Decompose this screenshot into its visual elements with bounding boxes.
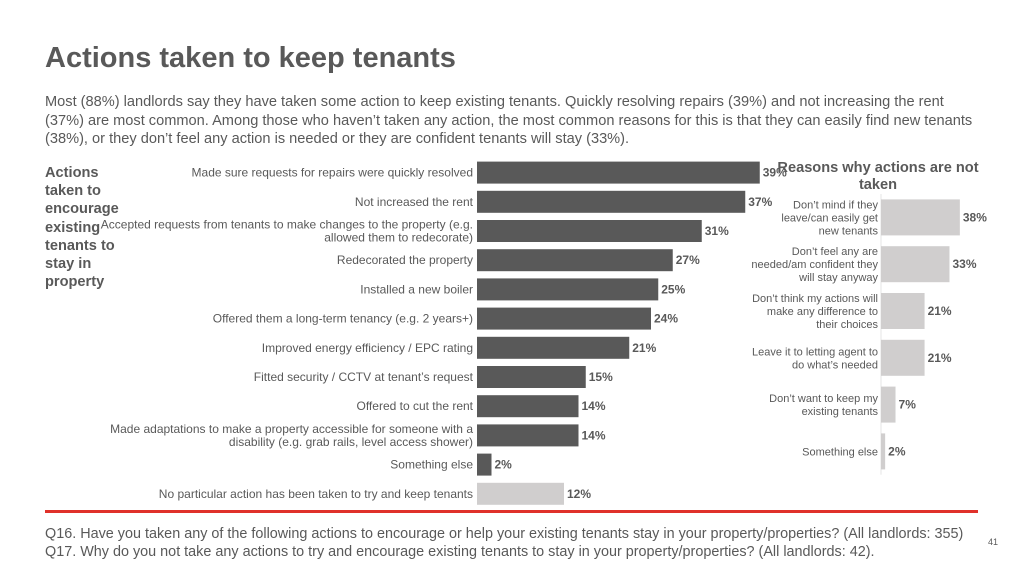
reason-value-2: 21% <box>928 304 952 318</box>
category-label-7: Fitted security / CCTV at tenant’s reque… <box>254 370 474 384</box>
reason-label-2-line: Don’t think my actions will <box>752 293 878 305</box>
reason-label-1-line: needed/am confident they <box>751 259 878 271</box>
value-label-9: 14% <box>582 428 606 442</box>
category-label-3: Redecorated the property <box>337 253 473 267</box>
value-label-7: 15% <box>589 370 613 384</box>
reason-value-3: 21% <box>928 351 952 365</box>
page-subtitle: Most (88%) landlords say they have taken… <box>45 94 973 147</box>
category-label-2-line: allowed them to redecorate) <box>324 231 473 245</box>
bar-11 <box>477 482 564 505</box>
bar-5 <box>477 307 651 330</box>
reason-label-1-line: Don’t feel any are <box>792 246 878 258</box>
reason-label-1-line: will stay anyway <box>798 272 878 284</box>
bar-3 <box>477 249 673 272</box>
reason-label-0-line: Don’t mind if they <box>793 199 878 211</box>
bar-10 <box>477 453 492 476</box>
value-label-10: 2% <box>495 458 513 472</box>
reason-label-4-line: existing tenants <box>802 406 879 418</box>
category-label-10: Something else <box>390 458 473 472</box>
bar-1 <box>477 190 746 213</box>
reasons-bar-chart: Reasons why actions are not taken Don’t mi… <box>751 160 987 475</box>
reason-bar-2 <box>881 293 925 329</box>
category-label-3-line: Redecorated the property <box>337 253 473 267</box>
reasons-chart-title-line: taken <box>859 177 897 193</box>
value-label-6: 21% <box>632 341 656 355</box>
category-label-2: Accepted requests from tenants to make c… <box>101 218 473 245</box>
reason-label-5: Something else <box>802 446 878 458</box>
reason-bar-3 <box>881 339 925 376</box>
reason-label-0-line: leave/can easily get <box>781 212 878 224</box>
reason-bar-0 <box>881 199 960 236</box>
category-label-1-line: Not increased the rent <box>355 195 474 209</box>
value-label-11: 12% <box>567 487 591 501</box>
reason-value-5: 2% <box>888 444 906 458</box>
reason-label-2-line: their choices <box>816 319 878 331</box>
reason-label-3-line: Leave it to letting agent to <box>752 346 878 358</box>
reason-label-4: Don’t want to keep my existing tenants <box>769 393 878 418</box>
reason-label-3: Leave it to letting agent to do what’s ne… <box>752 346 878 371</box>
footnote: Q16. Have you taken any of the following… <box>45 526 964 560</box>
reason-label-5-line: Something else <box>802 446 878 458</box>
category-label-4: Installed a new boiler <box>360 282 473 296</box>
reason-label-1: Don’t feel any are needed/am confident th… <box>751 246 878 284</box>
page-title: Actions taken to keep tenants <box>45 42 456 74</box>
bar-8 <box>477 395 579 418</box>
category-label-6-line: Improved energy efficiency / EPC rating <box>262 341 473 355</box>
bar-9 <box>477 424 579 447</box>
side-label: Actions taken to encourage existing tena… <box>45 165 119 291</box>
value-label-4: 25% <box>661 282 685 296</box>
category-label-9-line: Made adaptations to make a property acce… <box>110 422 473 436</box>
category-label-8-line: Offered to cut the rent <box>356 399 473 413</box>
bar-0 <box>477 161 760 184</box>
category-label-7-line: Fitted security / CCTV at tenant’s reque… <box>254 370 474 384</box>
divider-line <box>45 510 978 513</box>
main-bar-chart: Made sure requests for repairs were quic… <box>101 161 787 505</box>
bar-4 <box>477 278 659 301</box>
reason-value-4: 7% <box>899 398 917 412</box>
category-label-8: Offered to cut the rent <box>356 399 473 413</box>
category-label-5-line: Offered them a long-term tenancy (e.g. 2… <box>213 312 473 326</box>
page-number: 41 <box>988 537 999 547</box>
reason-bar-4 <box>881 386 896 423</box>
category-label-9-line: disability (e.g. grab rails, level acces… <box>229 435 473 449</box>
category-label-10-line: Something else <box>390 458 473 472</box>
reason-bar-1 <box>881 246 950 283</box>
bar-7 <box>477 366 586 388</box>
reason-label-0: Don’t mind if they leave/can easily get ne… <box>781 199 878 237</box>
reason-bar-5 <box>881 433 886 470</box>
category-label-1: Not increased the rent <box>355 195 474 209</box>
reason-label-2-line: make any difference to <box>767 306 878 318</box>
reason-value-0: 38% <box>963 210 987 224</box>
category-label-0: Made sure requests for repairs were quic… <box>192 166 473 180</box>
bar-6 <box>477 336 630 359</box>
reasons-chart-title-line: Reasons why actions are not <box>777 160 978 176</box>
reason-label-3-line: do what’s needed <box>792 359 878 371</box>
bar-2 <box>477 220 702 242</box>
category-label-0-line: Made sure requests for repairs were quic… <box>192 166 473 180</box>
category-label-2-line: Accepted requests from tenants to make c… <box>101 218 473 232</box>
category-label-11-line: No particular action has been taken to t… <box>159 487 473 501</box>
value-label-3: 27% <box>676 253 700 267</box>
reasons-chart-title: Reasons why actions are not taken <box>777 160 978 193</box>
value-label-1: 37% <box>748 195 772 209</box>
value-label-8: 14% <box>582 399 606 413</box>
reason-value-1: 33% <box>952 257 976 271</box>
category-label-6: Improved energy efficiency / EPC rating <box>262 341 473 355</box>
reason-label-2: Don’t think my actions will make any diff… <box>752 293 878 331</box>
category-label-9: Made adaptations to make a property acce… <box>110 422 473 449</box>
category-label-11: No particular action has been taken to t… <box>159 487 473 501</box>
value-label-2: 31% <box>705 224 729 238</box>
reason-label-4-line: Don’t want to keep my <box>769 393 878 405</box>
reason-label-0-line: new tenants <box>819 225 879 237</box>
value-label-5: 24% <box>654 312 678 326</box>
category-label-4-line: Installed a new boiler <box>360 282 473 296</box>
value-label-0: 39% <box>763 166 787 180</box>
category-label-5: Offered them a long-term tenancy (e.g. 2… <box>213 312 473 326</box>
